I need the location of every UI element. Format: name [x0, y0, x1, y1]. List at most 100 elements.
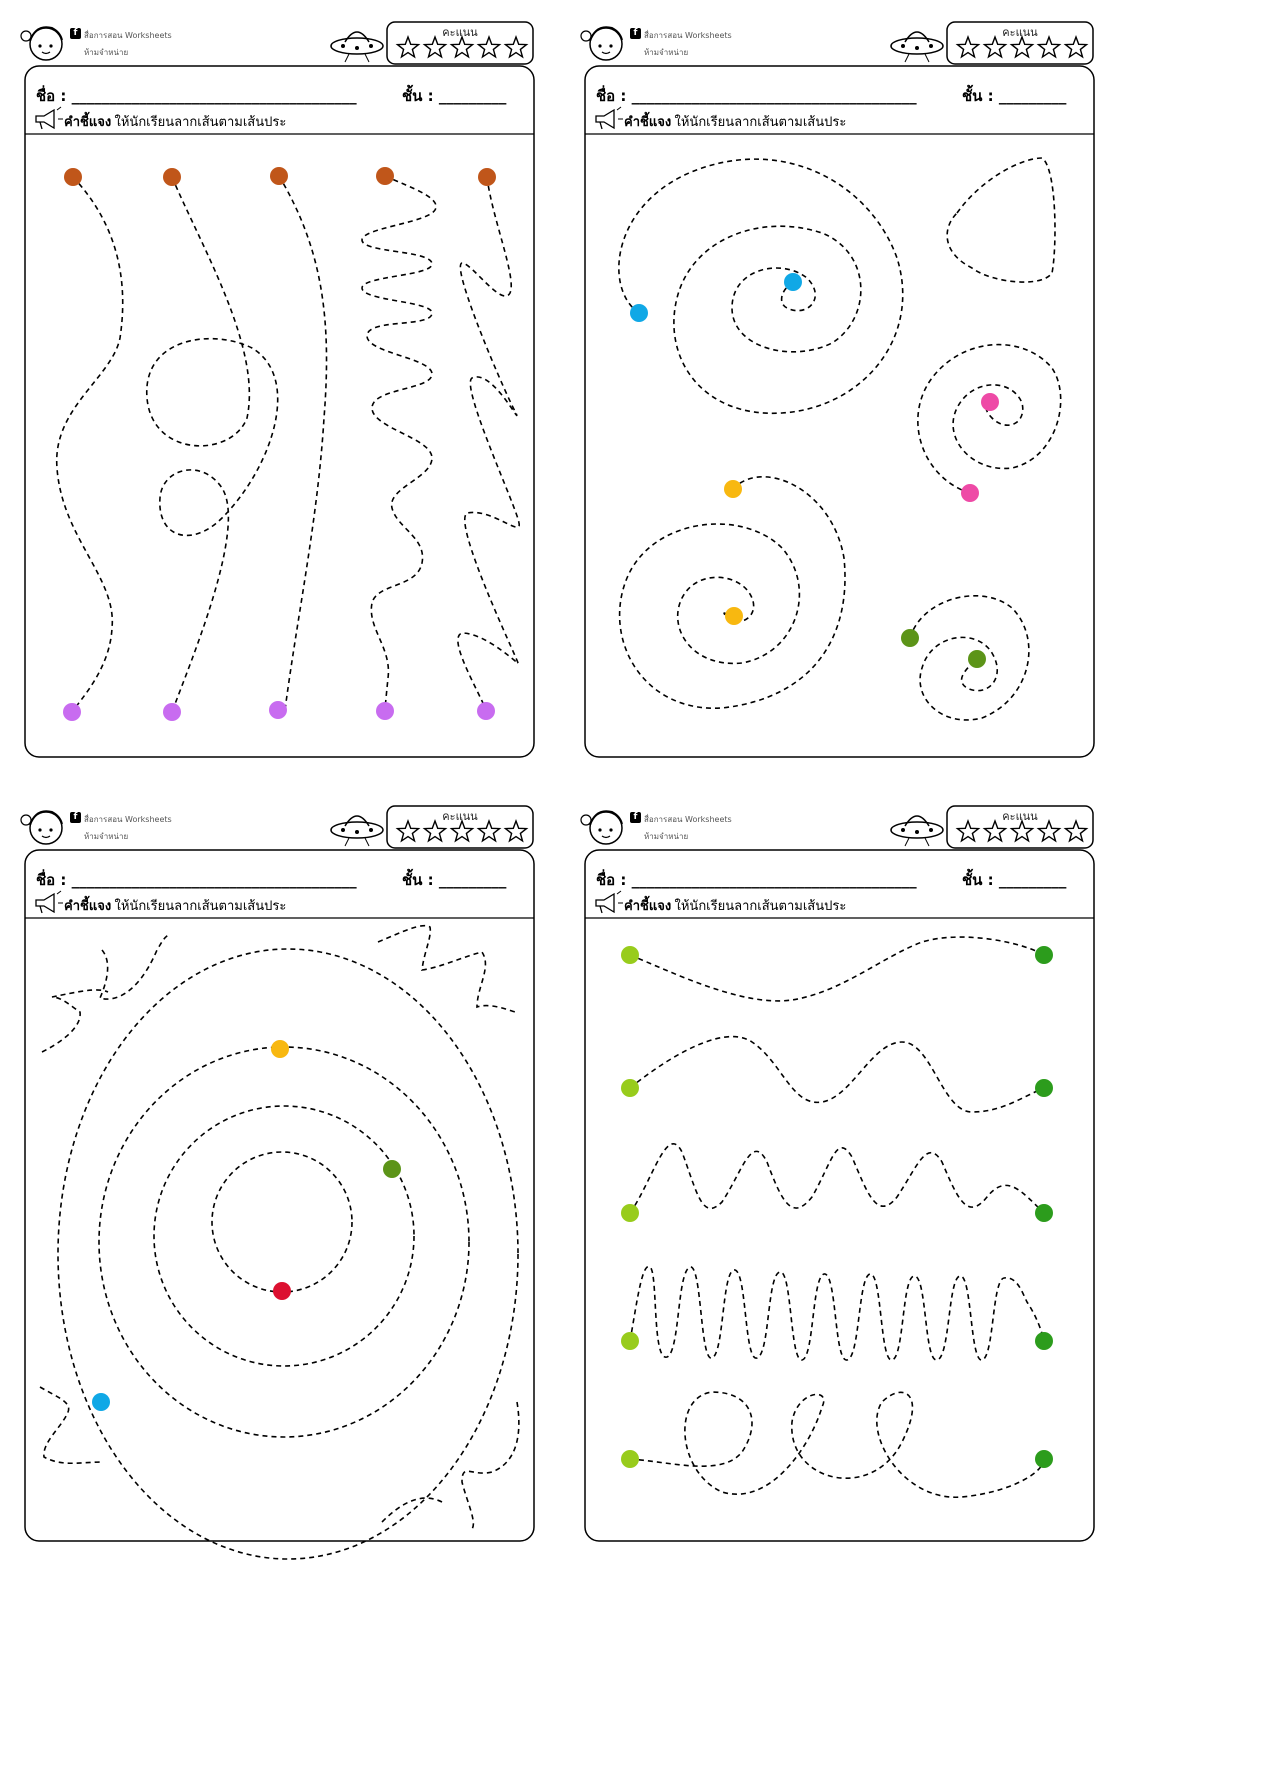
wave-path-3[interactable] [629, 1143, 1045, 1214]
circle-start-dot[interactable] [271, 1040, 289, 1058]
circle-start-dot[interactable] [92, 1393, 110, 1411]
end-dot[interactable] [163, 703, 181, 721]
spiral-start-dot[interactable] [961, 484, 979, 502]
brand-name: สื่อการสอน Worksheets [644, 31, 732, 40]
wave-start-dot[interactable] [621, 1079, 639, 1097]
circle-path-3[interactable] [153, 1105, 415, 1367]
brand-sub: ห้ามจำหน่าย [644, 832, 689, 841]
megaphone-icon [595, 890, 623, 914]
score-star-icon[interactable] [1063, 818, 1089, 843]
score-star-icon[interactable] [395, 818, 421, 843]
end-dot[interactable] [376, 702, 394, 720]
brand-sub: ห้ามจำหน่าย [644, 48, 689, 57]
wave-start-dot[interactable] [621, 1450, 639, 1468]
circle-start-dot[interactable] [383, 1160, 401, 1178]
girl-face-icon [580, 810, 623, 845]
name-field-label[interactable]: ชื่อ : _________________________________… [596, 87, 917, 105]
circle-path-outer[interactable] [57, 948, 519, 1560]
trace-path-3[interactable] [278, 175, 328, 711]
spiral-path-green[interactable] [909, 594, 1030, 721]
brand-sub: ห้ามจำหน่าย [84, 832, 129, 841]
wave-end-dot[interactable] [1035, 1332, 1053, 1350]
zigzag-edge-path[interactable] [39, 1386, 103, 1465]
ufo-icon [890, 815, 944, 847]
star-outline-icon [955, 34, 1089, 59]
spiral-path-pink[interactable] [917, 343, 1062, 494]
score-label: คะแนน [1002, 26, 1038, 39]
class-field-label[interactable]: ชั้น : _________ [402, 871, 507, 889]
score-star-icon[interactable] [503, 818, 529, 843]
spiral-end-dot[interactable] [968, 650, 986, 668]
instruction-title: คำชี้แจง [64, 115, 112, 130]
score-star-icon[interactable] [503, 34, 529, 59]
spiral-path-blue[interactable] [618, 158, 904, 414]
score-star-icon[interactable] [982, 34, 1008, 59]
score-star-icon[interactable] [449, 818, 475, 843]
wave-end-dot[interactable] [1035, 1079, 1053, 1097]
circle-start-dot[interactable] [273, 1282, 291, 1300]
score-star-icon[interactable] [1009, 34, 1035, 59]
spiral-start-dot[interactable] [724, 480, 742, 498]
start-dot[interactable] [376, 167, 394, 185]
wave-end-dot[interactable] [1035, 1450, 1053, 1468]
brand-sub: ห้ามจำหน่าย [84, 48, 129, 57]
ufo-icon [890, 31, 944, 63]
spiral-end-dot[interactable] [981, 393, 999, 411]
trace-path-5[interactable] [457, 176, 520, 713]
score-star-icon[interactable] [449, 34, 475, 59]
score-star-icon[interactable] [422, 818, 448, 843]
class-field-label[interactable]: ชั้น : _________ [962, 871, 1067, 889]
score-star-icon[interactable] [955, 818, 981, 843]
end-dot[interactable] [269, 701, 287, 719]
score-star-icon[interactable] [395, 34, 421, 59]
score-star-icon[interactable] [476, 34, 502, 59]
wave-end-dot[interactable] [1035, 1204, 1053, 1222]
instruction-text: : ให้นักเรียนลากเส้นตามเส้นประ [666, 115, 847, 130]
start-dot[interactable] [64, 168, 82, 186]
zigzag-edge-path[interactable] [377, 924, 517, 1013]
wave-start-dot[interactable] [621, 1332, 639, 1350]
wave-path-4[interactable] [629, 1266, 1045, 1361]
spiral-start-dot[interactable] [630, 304, 648, 322]
wave-path-2[interactable] [629, 1035, 1045, 1113]
worksheet-frame [20, 805, 535, 1560]
wave-end-dot[interactable] [1035, 946, 1053, 964]
zigzag-edge-path[interactable] [41, 933, 171, 1053]
ufo-icon [330, 815, 384, 847]
wave-start-dot[interactable] [621, 946, 639, 964]
spiral-end-dot[interactable] [725, 607, 743, 625]
trace-path-1[interactable] [56, 176, 124, 713]
score-star-icon[interactable] [982, 818, 1008, 843]
end-dot[interactable] [63, 703, 81, 721]
name-field-label[interactable]: ชื่อ : _________________________________… [596, 871, 917, 889]
instruction-title: คำชี้แจง [624, 899, 672, 914]
score-star-icon[interactable] [1036, 34, 1062, 59]
trace-path-2[interactable] [146, 176, 279, 713]
worksheet-frame [580, 21, 1095, 758]
score-star-icon[interactable] [422, 34, 448, 59]
facebook-icon: f [630, 812, 641, 823]
class-field-label[interactable]: ชั้น : _________ [962, 87, 1067, 105]
zigzag-edge-path[interactable] [381, 1401, 520, 1530]
name-field-label[interactable]: ชื่อ : _________________________________… [36, 871, 357, 889]
score-star-icon[interactable] [1009, 818, 1035, 843]
score-star-icon[interactable] [1036, 818, 1062, 843]
girl-face-icon [20, 26, 63, 61]
class-field-label[interactable]: ชั้น : _________ [402, 87, 507, 105]
score-star-icon[interactable] [955, 34, 981, 59]
girl-face-icon [580, 26, 623, 61]
spiral-start-dot[interactable] [901, 629, 919, 647]
name-field-label[interactable]: ชื่อ : _________________________________… [36, 87, 357, 105]
spiral-path-yellow[interactable] [618, 476, 846, 709]
wave-start-dot[interactable] [621, 1204, 639, 1222]
score-star-icon[interactable] [476, 818, 502, 843]
score-label: คะแนน [442, 26, 478, 39]
score-star-icon[interactable] [1063, 34, 1089, 59]
star-outline-icon [955, 818, 1089, 843]
end-dot[interactable] [477, 702, 495, 720]
start-dot[interactable] [478, 168, 496, 186]
start-dot[interactable] [163, 168, 181, 186]
start-dot[interactable] [270, 167, 288, 185]
wave-path-5[interactable] [629, 1391, 1045, 1498]
spiral-end-dot[interactable] [784, 273, 802, 291]
